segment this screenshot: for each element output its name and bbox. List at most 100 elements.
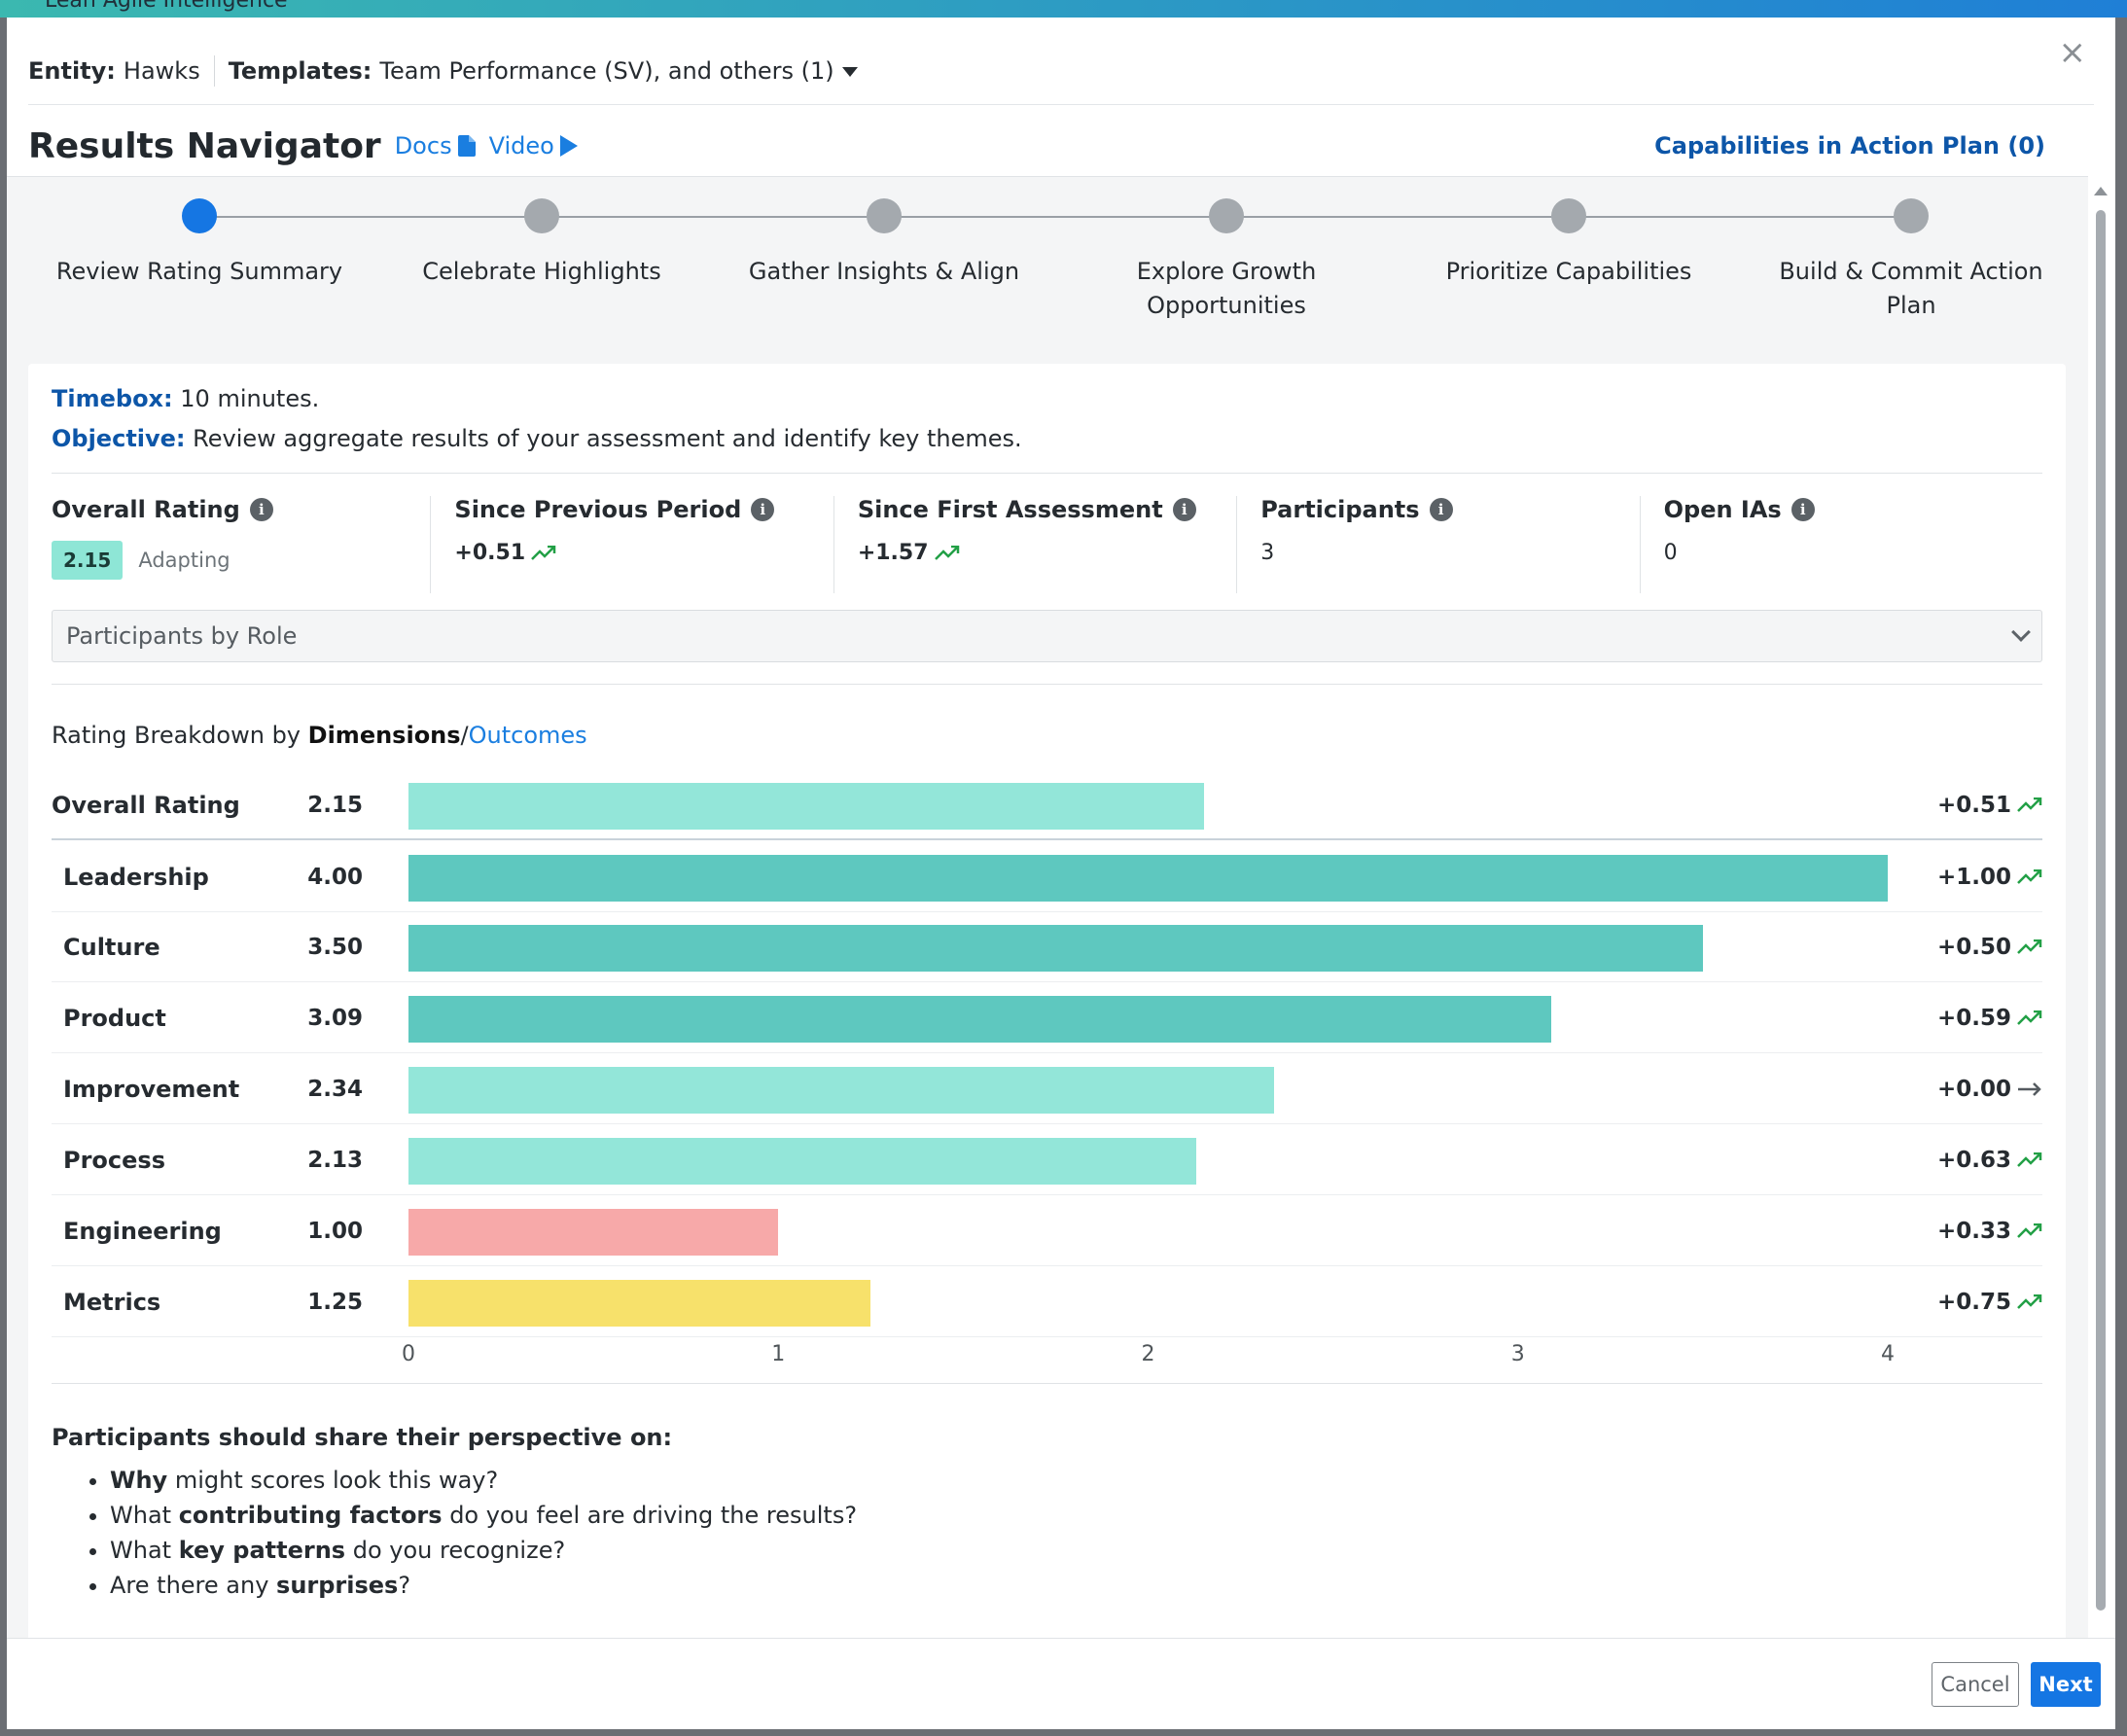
rating-badge: 2.15 [52, 541, 124, 580]
x-axis-tick: 0 [402, 1342, 415, 1366]
question-text: ? [398, 1572, 411, 1599]
document-icon [457, 135, 476, 157]
row-label: Product [63, 1005, 166, 1032]
step-dot [1209, 198, 1244, 233]
step-5[interactable]: Prioritize Capabilities [1413, 198, 1724, 289]
question-text: do you feel are driving the results? [442, 1502, 858, 1529]
modal-body: Review Rating Summary Celebrate Highlight… [7, 176, 2088, 1667]
timebox-label: Timebox: [52, 385, 173, 412]
docs-link[interactable]: Docs [395, 132, 476, 159]
info-icon[interactable]: i [249, 498, 273, 521]
info-icon[interactable]: i [1172, 498, 1196, 521]
timebox-value: 10 minutes. [180, 385, 320, 412]
info-icon[interactable]: i [751, 498, 775, 521]
rating-bar [408, 1280, 871, 1327]
question-emphasis: surprises [276, 1572, 399, 1599]
stat-value: 3 [1260, 541, 1275, 565]
dimension-row: Improvement 2.34 +0.00 [52, 1054, 2042, 1124]
question-text: do you recognize? [345, 1537, 566, 1564]
scrollbar-thumb[interactable] [2096, 210, 2106, 1611]
question-item: What key patterns do you recognize? [110, 1533, 857, 1568]
stat-label: Participants [1260, 496, 1420, 523]
rating-bar [408, 1209, 779, 1256]
row-change: +0.63 [1937, 1125, 2042, 1195]
trend-up-icon [2017, 1152, 2042, 1167]
scroll-up-icon[interactable] [2094, 187, 2108, 195]
row-label: Leadership [63, 864, 209, 891]
templates-dropdown[interactable]: Team Performance (SV), and others (1) [379, 56, 858, 85]
stat-since-previous: Since Previous Period i +0.51 [431, 496, 834, 593]
row-value: 3.09 [307, 1006, 363, 1031]
capabilities-action-plan-link[interactable]: Capabilities in Action Plan (0) [1654, 132, 2045, 159]
question-emphasis: Why [110, 1467, 168, 1494]
templates-value: Team Performance (SV), and others (1) [379, 56, 834, 85]
step-label: Prioritize Capabilities [1445, 258, 1692, 285]
row-value: 3.50 [307, 935, 363, 960]
question-text: What [110, 1537, 179, 1564]
meta-divider [213, 54, 215, 87]
change-value: +0.50 [1936, 935, 2011, 960]
question-item: What contributing factors do you feel ar… [110, 1498, 857, 1533]
change-value: +0.51 [1936, 793, 2011, 818]
row-change: +0.75 [1937, 1267, 2042, 1337]
x-axis-tick: 3 [1510, 1342, 1525, 1366]
row-value: 4.00 [307, 865, 363, 890]
trend-flat-icon [2018, 1082, 2041, 1096]
rating-bar [408, 996, 1551, 1043]
cancel-button[interactable]: Cancel [1932, 1662, 2019, 1707]
background-window-title: Lean Agile Intelligence [45, 0, 288, 13]
participants-by-role-accordion[interactable]: Participants by Role [52, 610, 2042, 662]
stat-value: +1.57 [857, 541, 929, 565]
video-link[interactable]: Video [489, 132, 578, 159]
divider [52, 1383, 2042, 1384]
dimensions-toggle[interactable]: Dimensions [307, 722, 461, 749]
row-value: 2.15 [307, 793, 363, 818]
question-item: Are there any surprises? [110, 1568, 857, 1603]
dimension-row: Culture 3.50 +0.50 [52, 912, 2042, 982]
step-1[interactable]: Review Rating Summary [44, 198, 355, 289]
row-value: 2.13 [307, 1148, 363, 1173]
outcomes-toggle[interactable]: Outcomes [468, 722, 587, 749]
question-text: Are there any [110, 1572, 277, 1599]
trend-up-icon [2017, 1294, 2042, 1309]
stat-label: Open IAs [1663, 496, 1782, 523]
row-label: Engineering [63, 1218, 222, 1245]
change-value: +0.33 [1936, 1219, 2011, 1244]
step-4[interactable]: Explore Growth Opportunities [1071, 198, 1382, 323]
row-change: +0.59 [1937, 983, 2042, 1053]
info-icon[interactable]: i [1429, 498, 1453, 521]
questions-list: Why might scores look this way?What cont… [52, 1463, 857, 1603]
row-label: Metrics [63, 1289, 161, 1316]
question-emphasis: key patterns [178, 1537, 346, 1564]
caret-down-icon [841, 66, 858, 77]
row-change: +0.50 [1937, 912, 2042, 982]
rating-bar [408, 783, 1204, 830]
modal-title: Results Navigator [28, 125, 381, 166]
question-emphasis: contributing factors [178, 1502, 443, 1529]
questions-heading: Participants should share their perspect… [52, 1424, 673, 1451]
trend-up-icon [2017, 1010, 2042, 1025]
info-icon[interactable]: i [1790, 498, 1815, 521]
results-navigator-modal: Entity: Hawks Templates: Team Performanc… [7, 18, 2115, 1729]
stat-label: Overall Rating [52, 496, 240, 523]
dimension-row: Engineering 1.00 +0.33 [52, 1196, 2042, 1266]
vertical-scrollbar[interactable] [2092, 183, 2108, 1651]
close-icon[interactable]: × [2058, 33, 2087, 72]
row-value: 1.25 [307, 1290, 363, 1315]
objective-label: Objective: [52, 425, 186, 452]
next-button[interactable]: Next [2031, 1662, 2101, 1707]
row-label: Improvement [63, 1076, 240, 1103]
trend-up-icon [2017, 869, 2042, 884]
step-dot [524, 198, 559, 233]
step-dot [1551, 198, 1586, 233]
step-2[interactable]: Celebrate Highlights [386, 198, 697, 289]
step-dot [867, 198, 902, 233]
stat-label: Since First Assessment [857, 496, 1163, 523]
rating-bar [408, 855, 1888, 902]
step-6[interactable]: Build & Commit Action Plan [1755, 198, 2067, 323]
change-value: +0.59 [1936, 1006, 2011, 1031]
progress-stepper: Review Rating Summary Celebrate Highlight… [7, 177, 2088, 347]
row-label: Process [63, 1147, 165, 1174]
change-value: +0.75 [1936, 1290, 2011, 1315]
step-3[interactable]: Gather Insights & Align [728, 198, 1040, 289]
